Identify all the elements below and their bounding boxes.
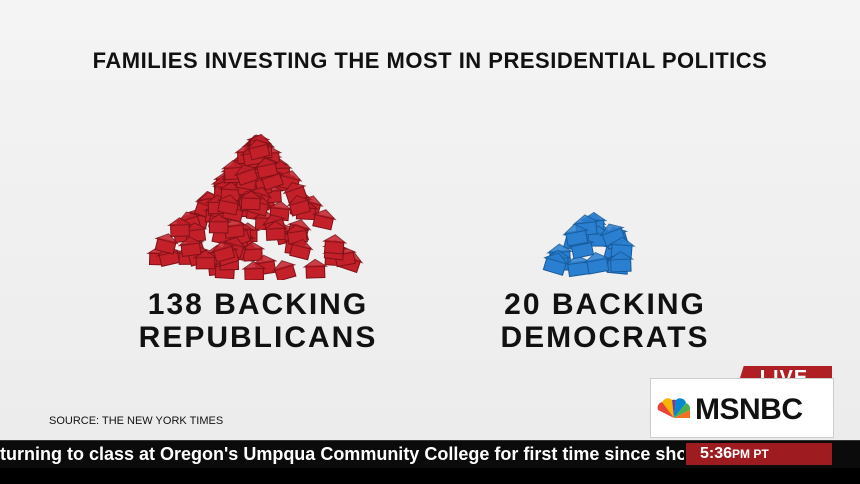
house-mark bbox=[233, 164, 259, 186]
house-mark bbox=[583, 251, 611, 275]
house-mark bbox=[167, 217, 193, 238]
house-mark bbox=[262, 220, 289, 241]
house-mark bbox=[192, 249, 219, 270]
red-houses bbox=[146, 133, 364, 280]
clock-badge: 5:36PM PT bbox=[686, 443, 832, 465]
clock-suffix: PM PT bbox=[732, 447, 769, 461]
network-logo: MSNBC bbox=[650, 378, 834, 438]
graphic-stage: FAMILIES INVESTING THE MOST IN PRESIDENT… bbox=[0, 0, 860, 440]
house-mark bbox=[238, 190, 264, 211]
house-mark bbox=[271, 260, 297, 280]
democrat-label-line2: DEMOCRATS bbox=[500, 321, 710, 354]
republican-house-pile bbox=[146, 133, 364, 280]
republican-label-line1: 138 BACKING bbox=[147, 288, 369, 321]
house-mark bbox=[606, 251, 635, 273]
house-mark bbox=[564, 254, 592, 278]
blue-houses bbox=[542, 211, 636, 278]
republican-label-line2: REPUBLICANS bbox=[138, 321, 378, 354]
house-mark bbox=[562, 223, 590, 247]
house-mark bbox=[154, 233, 180, 255]
house-mark bbox=[216, 194, 242, 216]
network-name: MSNBC bbox=[695, 393, 803, 426]
clock-time: 5:36 bbox=[700, 445, 733, 462]
democrat-label-line1: 20 BACKING bbox=[504, 288, 706, 321]
source-credit: SOURCE: THE NEW YORK TIMES bbox=[49, 415, 224, 427]
republican-label: 138 BACKING REPUBLICANS bbox=[118, 288, 398, 354]
house-mark bbox=[253, 157, 279, 179]
democrat-label: 20 BACKING DEMOCRATS bbox=[470, 288, 740, 354]
house-mark bbox=[321, 234, 348, 255]
house-mark bbox=[210, 241, 236, 263]
bottom-bar bbox=[0, 468, 860, 484]
ticker-text: turning to class at Oregon's Umpqua Comm… bbox=[0, 444, 684, 464]
house-mark bbox=[311, 209, 337, 231]
peacock-icon bbox=[657, 398, 691, 418]
house-mark bbox=[241, 260, 267, 280]
house-mark bbox=[245, 139, 271, 161]
house-mark bbox=[286, 195, 312, 217]
graphic-title: FAMILIES INVESTING THE MOST IN PRESIDENT… bbox=[92, 48, 768, 73]
house-mark bbox=[239, 241, 266, 262]
house-mark bbox=[302, 258, 329, 279]
democrat-house-pile bbox=[542, 211, 636, 278]
house-mark bbox=[288, 238, 314, 261]
house-mark bbox=[542, 252, 570, 276]
house-mark bbox=[177, 236, 204, 257]
